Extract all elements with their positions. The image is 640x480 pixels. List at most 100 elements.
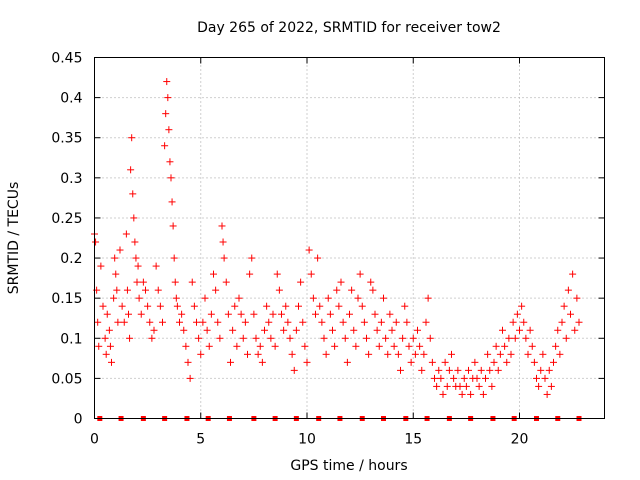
data-point [176, 318, 183, 326]
data-point [318, 318, 326, 326]
data-point [375, 342, 383, 350]
data-point [575, 318, 583, 326]
data-point [545, 366, 553, 374]
data-point [341, 334, 349, 342]
data-point [301, 342, 309, 350]
x-tick-label: 5 [196, 432, 205, 448]
data-point [560, 302, 568, 310]
data-point [275, 286, 283, 294]
data-point [123, 286, 131, 294]
data-point [288, 350, 296, 358]
data-point [111, 254, 119, 262]
data-point [132, 254, 140, 262]
data-point [170, 254, 178, 262]
data-point [558, 318, 566, 326]
data-point [373, 326, 381, 334]
data-point [322, 350, 330, 358]
data-point [218, 222, 226, 230]
data-point [269, 310, 277, 318]
data-point [222, 278, 230, 286]
data-point [426, 334, 434, 342]
data-point [184, 358, 192, 366]
data-point [526, 326, 534, 334]
data-point [108, 358, 115, 366]
data-point [129, 190, 137, 198]
data-point [227, 358, 234, 366]
data-point [161, 142, 169, 150]
data-point [356, 270, 364, 278]
data-point [456, 382, 464, 390]
tick-labels: 0 0.05 0.1 0.15 0.2 0.25 0.3 0.35 0.4 0.45 0 5 10 15 2… [51, 51, 528, 448]
data-point [169, 222, 177, 230]
data-point [471, 358, 479, 366]
data-point [339, 318, 347, 326]
data-point [256, 342, 264, 350]
data-point [377, 318, 385, 326]
data-point [237, 310, 245, 318]
data-point [363, 334, 370, 342]
data-point [101, 334, 109, 342]
data-point [479, 390, 487, 398]
data-point [172, 294, 180, 302]
data-point [205, 342, 213, 350]
data-point [388, 326, 396, 334]
data-point [171, 278, 179, 286]
data-point [394, 350, 402, 358]
data-point [371, 310, 379, 318]
data-point [231, 302, 239, 310]
data-point [133, 278, 141, 286]
data-point [346, 310, 353, 318]
data-point [550, 358, 557, 366]
data-point [165, 126, 173, 134]
data-point [135, 294, 143, 302]
data-point [280, 326, 288, 334]
data-point [431, 374, 438, 382]
data-point [261, 326, 268, 334]
data-point [441, 358, 449, 366]
data-point [299, 318, 307, 326]
data-point [297, 278, 305, 286]
data-point [220, 254, 228, 262]
data-point [505, 334, 513, 342]
y-tick-label: 0.45 [51, 51, 82, 67]
data-point [477, 366, 485, 374]
y-tick-label: 0.1 [60, 331, 82, 347]
data-point [152, 262, 160, 270]
data-point [484, 350, 492, 358]
data-point [197, 350, 205, 358]
data-point [422, 318, 430, 326]
data-point [203, 326, 211, 334]
data-point [405, 342, 413, 350]
plot-frame [94, 57, 605, 419]
data-point [116, 246, 124, 254]
data-point [462, 382, 470, 390]
data-point [367, 278, 375, 286]
data-point [475, 382, 483, 390]
y-tick-label: 0.15 [51, 291, 82, 307]
y-axis-label: SRMTID / TECUs [6, 182, 22, 295]
grid [94, 57, 605, 419]
data-point [324, 294, 332, 302]
data-point [331, 342, 339, 350]
data-point [569, 270, 577, 278]
data-point [350, 326, 358, 334]
data-point [156, 302, 164, 310]
data-point [99, 302, 107, 310]
y-tick-label: 0.2 [60, 251, 82, 267]
data-point [539, 350, 547, 358]
data-point [239, 334, 247, 342]
data-point [167, 174, 175, 182]
data-point [122, 230, 130, 238]
data-point [414, 326, 421, 334]
data-point [139, 278, 147, 286]
data-point [450, 374, 458, 382]
data-point [454, 366, 462, 374]
data-point [556, 350, 564, 358]
data-point [92, 238, 100, 246]
data-point [216, 334, 224, 342]
data-point [369, 286, 377, 294]
data-point [467, 390, 475, 398]
data-point [326, 310, 334, 318]
data-point [316, 302, 324, 310]
